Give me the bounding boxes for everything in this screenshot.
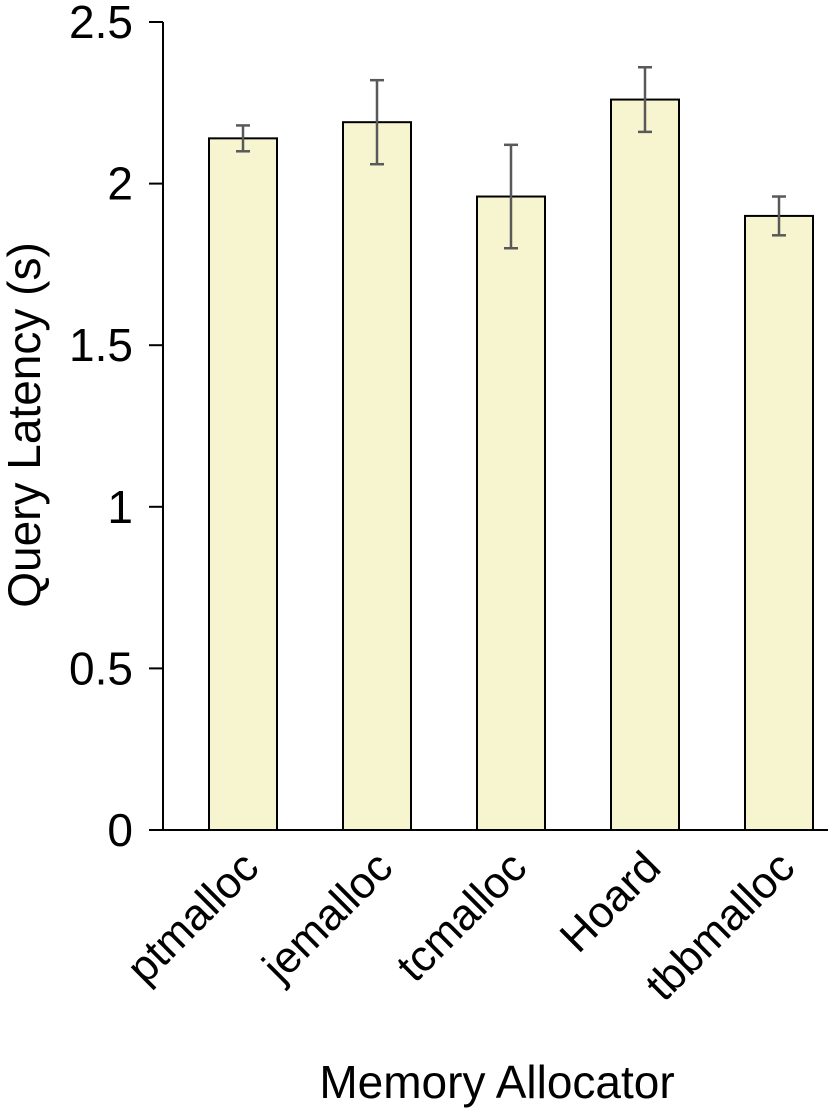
error-bar-jemalloc (370, 78, 384, 166)
y-axis-ticks: 0 0.5 1 1.5 2 2.5 (69, 0, 163, 856)
x-tick-label-tbbmalloc: tbbmalloc (636, 842, 804, 1010)
bar-tcmalloc (476, 195, 546, 831)
y-axis-title: Query Latency (s) (0, 242, 50, 608)
y-tick-label: 1 (107, 481, 133, 533)
error-bar-hoard (638, 65, 652, 134)
y-tick-label: 2 (107, 158, 133, 210)
bar-tbbmalloc (744, 214, 814, 832)
y-tick-label: 0 (107, 804, 133, 856)
y-tick-label: 2.5 (69, 0, 133, 48)
bar-jemalloc (342, 121, 412, 831)
x-tick-label-tcmalloc: tcmalloc (387, 842, 536, 991)
x-axis-title: Memory Allocator (319, 1056, 674, 1108)
x-tick-label-hoard: Hoard (551, 842, 670, 961)
error-bar-ptmalloc (236, 124, 250, 153)
error-bars (236, 65, 786, 250)
error-bar-tbbmalloc (772, 195, 786, 237)
bar-hoard (610, 98, 680, 832)
y-tick-label: 0.5 (69, 642, 133, 694)
error-bar-tcmalloc (504, 143, 518, 250)
x-tick-label-jemalloc: jemalloc (252, 842, 402, 992)
y-tick-label: 1.5 (69, 319, 133, 371)
bar-ptmalloc (208, 137, 278, 832)
x-tick-label-ptmalloc: ptmalloc (118, 842, 269, 993)
